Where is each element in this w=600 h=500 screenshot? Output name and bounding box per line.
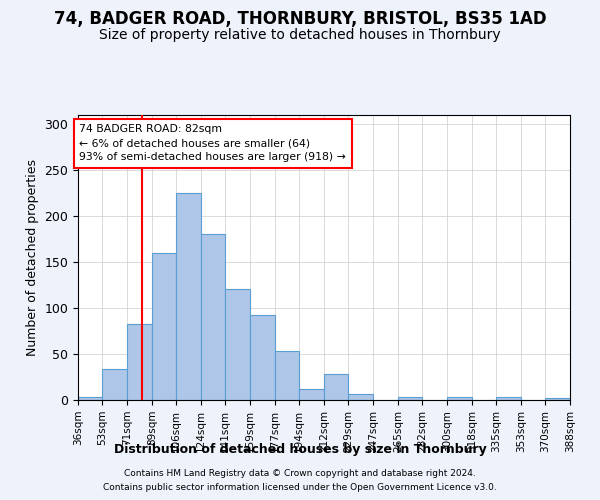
Bar [176, 193, 201, 400]
Text: 74, BADGER ROAD, THORNBURY, BRISTOL, BS35 1AD: 74, BADGER ROAD, THORNBURY, BRISTOL, BS3… [53, 10, 547, 28]
Y-axis label: Number of detached properties: Number of detached properties [26, 159, 39, 356]
Bar [127, 324, 152, 400]
Bar [275, 352, 299, 400]
Bar [398, 397, 422, 400]
Text: Size of property relative to detached houses in Thornbury: Size of property relative to detached ho… [99, 28, 501, 42]
Bar [225, 289, 250, 400]
Bar [545, 398, 570, 400]
Text: Contains HM Land Registry data © Crown copyright and database right 2024.: Contains HM Land Registry data © Crown c… [124, 468, 476, 477]
Text: 74 BADGER ROAD: 82sqm
← 6% of detached houses are smaller (64)
93% of semi-detac: 74 BADGER ROAD: 82sqm ← 6% of detached h… [79, 124, 346, 162]
Bar [447, 397, 472, 400]
Bar [299, 389, 324, 400]
Bar [324, 374, 348, 400]
Bar [102, 368, 127, 400]
Bar [201, 234, 225, 400]
Bar [496, 397, 521, 400]
Bar [348, 394, 373, 400]
Bar [152, 253, 176, 400]
Text: Distribution of detached houses by size in Thornbury: Distribution of detached houses by size … [113, 442, 487, 456]
Bar [78, 397, 102, 400]
Bar [250, 314, 275, 400]
Text: Contains public sector information licensed under the Open Government Licence v3: Contains public sector information licen… [103, 484, 497, 492]
